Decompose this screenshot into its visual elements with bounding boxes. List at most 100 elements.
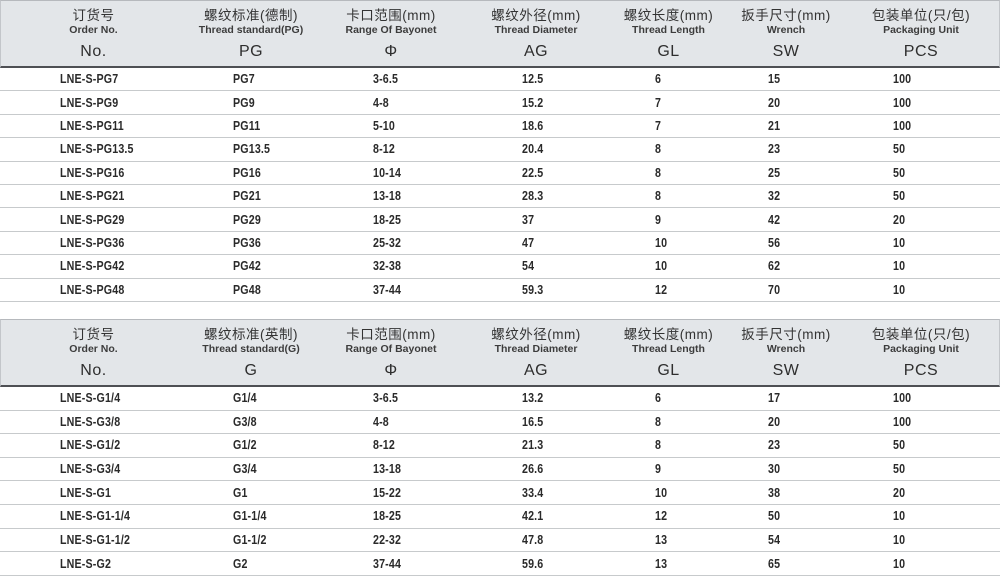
column-header-bayonet-range: 卡口范围(mm) Range Of Bayonet Φ [316, 320, 466, 385]
column-label-zh: 包装单位(只/包) [871, 8, 971, 23]
cell-value: G3/8 [233, 413, 257, 429]
cell-value: LNE-S-G3/8 [60, 413, 121, 429]
cell-thread-length: 9 [605, 460, 730, 478]
cell-thread-standard: G1/2 [185, 436, 315, 454]
column-label-code: SW [772, 43, 800, 60]
cell-thread-standard: G1-1/2 [185, 531, 315, 549]
cell-wrench: 56 [730, 234, 840, 252]
table-row: LNE-S-PG11 PG11 5-10 18.6 7 21 100 [0, 115, 1000, 139]
cell-value: PG48 [233, 281, 261, 297]
cell-value: 8 [655, 141, 662, 157]
cell-value: 25-32 [373, 234, 402, 250]
table-row: LNE-S-G3/8 G3/8 4-8 16.5 8 20 100 [0, 411, 1000, 435]
cell-bayonet-range: 3-6.5 [315, 70, 465, 88]
cell-thread-length: 9 [605, 211, 730, 229]
cell-value: 6 [655, 390, 662, 406]
cell-value: 20 [768, 413, 781, 429]
cell-packaging-unit: 10 [840, 555, 1000, 573]
cell-value: 10 [893, 281, 906, 297]
table-row: LNE-S-G1/4 G1/4 3-6.5 13.2 6 17 100 [0, 387, 1000, 411]
cell-thread-diameter: 37 [465, 211, 605, 229]
cell-value: 21 [768, 117, 781, 133]
cell-thread-standard: PG16 [185, 164, 315, 182]
column-label-code: G [244, 361, 258, 379]
cell-bayonet-range: 32-38 [315, 257, 465, 275]
cell-value: 30 [768, 461, 781, 477]
table-row: LNE-S-PG9 PG9 4-8 15.2 7 20 100 [0, 91, 1000, 115]
column-label-en: Wrench [766, 24, 806, 36]
cell-bayonet-range: 15-22 [315, 484, 465, 502]
cell-value: 32-38 [373, 258, 402, 274]
cell-value: 8 [655, 164, 662, 180]
cell-thread-length: 8 [605, 413, 730, 431]
cell-bayonet-range: 3-6.5 [315, 389, 465, 407]
cell-value: 42 [768, 211, 781, 227]
cell-order-no: LNE-S-PG9 [0, 94, 185, 112]
cell-thread-diameter: 26.6 [465, 460, 605, 478]
cell-value: 50 [893, 461, 906, 477]
table-row: LNE-S-G1/2 G1/2 8-12 21.3 8 23 50 [0, 434, 1000, 458]
cell-value: 20 [893, 211, 906, 227]
cell-packaging-unit: 100 [840, 94, 1000, 112]
cell-thread-length: 8 [605, 140, 730, 158]
cell-thread-diameter: 54 [465, 257, 605, 275]
cell-value: 15 [768, 71, 781, 87]
column-label-en: Packaging Unit [883, 24, 959, 36]
cell-value: 10 [893, 258, 906, 274]
cell-packaging-unit: 100 [840, 70, 1000, 88]
cell-value: 5-10 [373, 117, 395, 133]
cell-thread-standard: PG29 [185, 211, 315, 229]
column-label-en: Thread standard(G) [202, 342, 300, 355]
cell-value: 33.4 [522, 484, 544, 500]
cell-order-no: LNE-S-PG36 [0, 234, 185, 252]
cell-value: 3-6.5 [373, 390, 399, 406]
table-row: LNE-S-G1-1/4 G1-1/4 18-25 42.1 12 50 10 [0, 505, 1000, 529]
cell-thread-diameter: 13.2 [465, 389, 605, 407]
cell-value: LNE-S-G1-1/4 [60, 508, 131, 524]
cell-value: PG42 [233, 258, 261, 274]
cell-thread-length: 10 [605, 234, 730, 252]
cell-value: 12.5 [522, 71, 544, 87]
cell-value: PG21 [233, 188, 261, 204]
column-label-code: PCS [903, 361, 939, 379]
cell-packaging-unit: 10 [840, 281, 1000, 299]
cell-bayonet-range: 8-12 [315, 436, 465, 454]
cell-wrench: 70 [730, 281, 840, 299]
cell-value: 100 [893, 413, 912, 429]
table-row: LNE-S-PG42 PG42 32-38 54 10 62 10 [0, 255, 1000, 279]
cell-thread-length: 13 [605, 531, 730, 549]
cell-thread-diameter: 15.2 [465, 94, 605, 112]
cell-packaging-unit: 10 [840, 507, 1000, 525]
cell-value: 25 [768, 164, 781, 180]
cell-packaging-unit: 50 [840, 460, 1000, 478]
column-header-thread-diameter: 螺纹外径(mm) Thread Diameter AG [466, 1, 606, 66]
cell-thread-diameter: 21.3 [465, 436, 605, 454]
cell-thread-standard: PG48 [185, 281, 315, 299]
column-label-zh: 螺纹长度(mm) [623, 8, 714, 23]
cell-thread-diameter: 42.1 [465, 507, 605, 525]
cell-packaging-unit: 100 [840, 413, 1000, 431]
cell-wrench: 54 [730, 531, 840, 549]
column-label-en: Thread Diameter [494, 342, 578, 355]
cell-thread-standard: G1/4 [185, 389, 315, 407]
cell-thread-length: 8 [605, 436, 730, 454]
cell-wrench: 42 [730, 211, 840, 229]
cell-thread-diameter: 33.4 [465, 484, 605, 502]
cell-value: LNE-S-PG13.5 [60, 141, 134, 157]
cell-order-no: LNE-S-G3/4 [0, 460, 185, 478]
cell-wrench: 50 [730, 507, 840, 525]
cell-value: 10 [655, 484, 668, 500]
cell-value: 6 [655, 71, 662, 87]
cell-value: 100 [893, 71, 912, 87]
cell-value: LNE-S-G1/2 [60, 437, 121, 453]
cell-value: 10 [893, 555, 906, 571]
cell-bayonet-range: 18-25 [315, 211, 465, 229]
cell-value: 10 [893, 508, 906, 524]
cell-value: 28.3 [522, 188, 544, 204]
cell-value: PG13.5 [233, 141, 271, 157]
cell-value: 100 [893, 117, 912, 133]
cell-order-no: LNE-S-PG16 [0, 164, 185, 182]
cell-value: 17 [768, 390, 781, 406]
cell-value: 8 [655, 437, 662, 453]
cell-value: LNE-S-PG16 [60, 164, 125, 180]
